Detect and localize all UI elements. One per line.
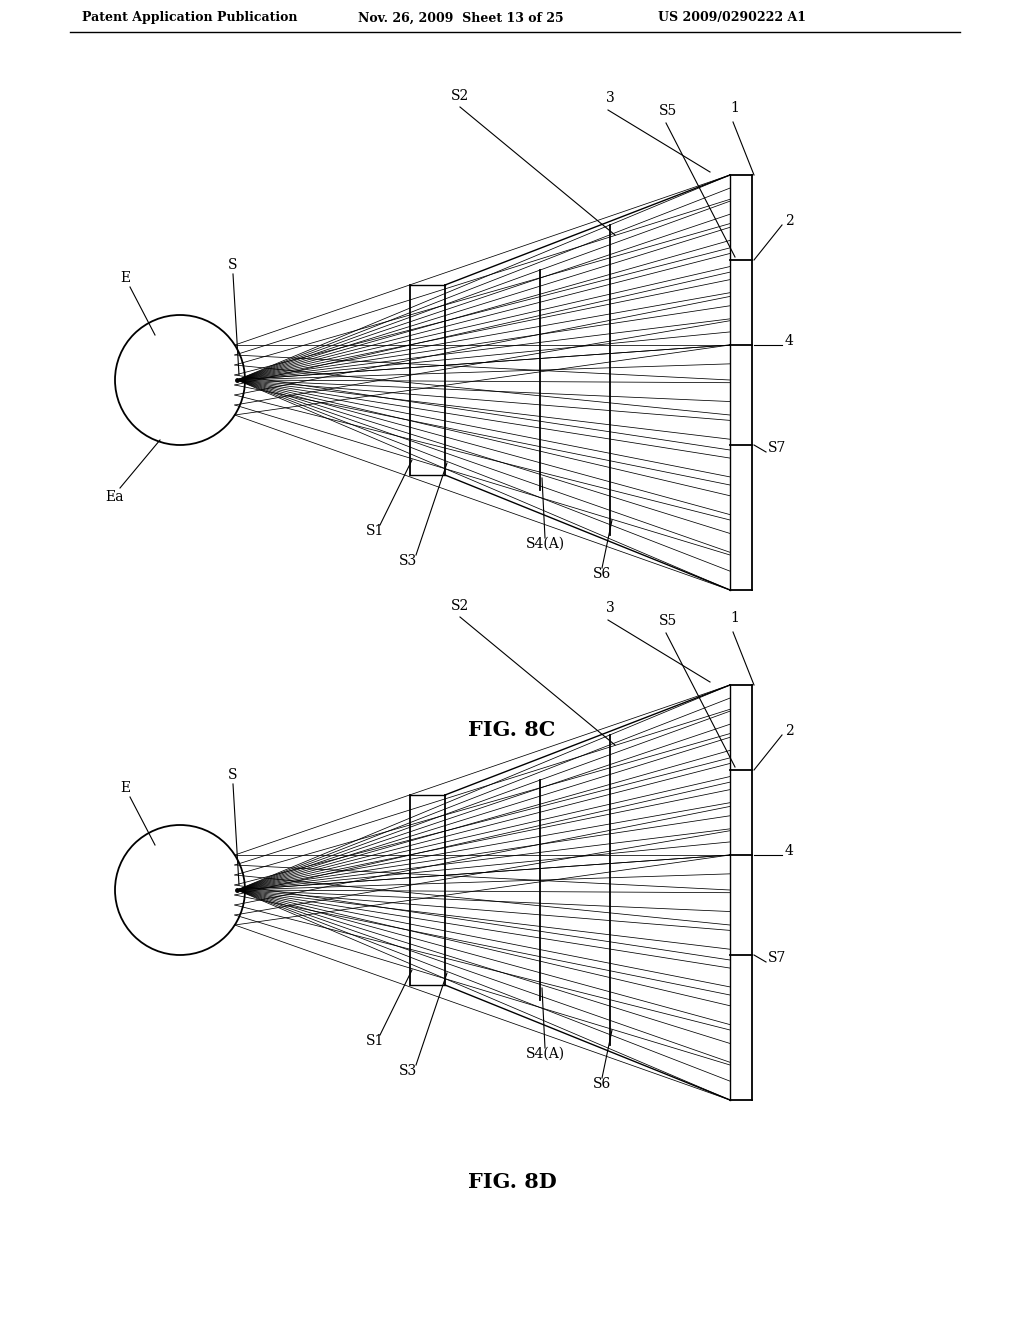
Text: S7: S7 bbox=[768, 950, 786, 965]
Text: 1: 1 bbox=[730, 102, 739, 115]
Text: S7: S7 bbox=[768, 441, 786, 455]
Text: E: E bbox=[120, 781, 130, 795]
Text: 4: 4 bbox=[785, 334, 794, 348]
Text: S4(A): S4(A) bbox=[525, 1047, 564, 1061]
Text: S3: S3 bbox=[399, 554, 417, 568]
Text: S6: S6 bbox=[593, 568, 611, 581]
Text: FIG. 8D: FIG. 8D bbox=[468, 1172, 556, 1192]
Text: 3: 3 bbox=[605, 601, 614, 615]
Text: 1: 1 bbox=[730, 611, 739, 624]
Text: S1: S1 bbox=[366, 1034, 384, 1048]
Text: 4: 4 bbox=[785, 843, 794, 858]
Text: Ea: Ea bbox=[105, 490, 124, 504]
Text: US 2009/0290222 A1: US 2009/0290222 A1 bbox=[658, 12, 806, 25]
Text: S2: S2 bbox=[451, 88, 469, 103]
Text: E: E bbox=[120, 271, 130, 285]
Text: S5: S5 bbox=[658, 614, 677, 628]
Text: S3: S3 bbox=[399, 1064, 417, 1078]
Text: FIG. 8C: FIG. 8C bbox=[468, 719, 556, 741]
Text: S4(A): S4(A) bbox=[525, 537, 564, 550]
Text: 2: 2 bbox=[785, 723, 794, 738]
Text: S5: S5 bbox=[658, 104, 677, 117]
Text: S1: S1 bbox=[366, 524, 384, 539]
Text: Nov. 26, 2009  Sheet 13 of 25: Nov. 26, 2009 Sheet 13 of 25 bbox=[358, 12, 563, 25]
Text: Patent Application Publication: Patent Application Publication bbox=[82, 12, 298, 25]
Text: S: S bbox=[228, 768, 238, 781]
Text: S2: S2 bbox=[451, 599, 469, 612]
Text: S6: S6 bbox=[593, 1077, 611, 1092]
Text: 2: 2 bbox=[785, 214, 794, 228]
Text: 3: 3 bbox=[605, 91, 614, 106]
Text: S: S bbox=[228, 257, 238, 272]
